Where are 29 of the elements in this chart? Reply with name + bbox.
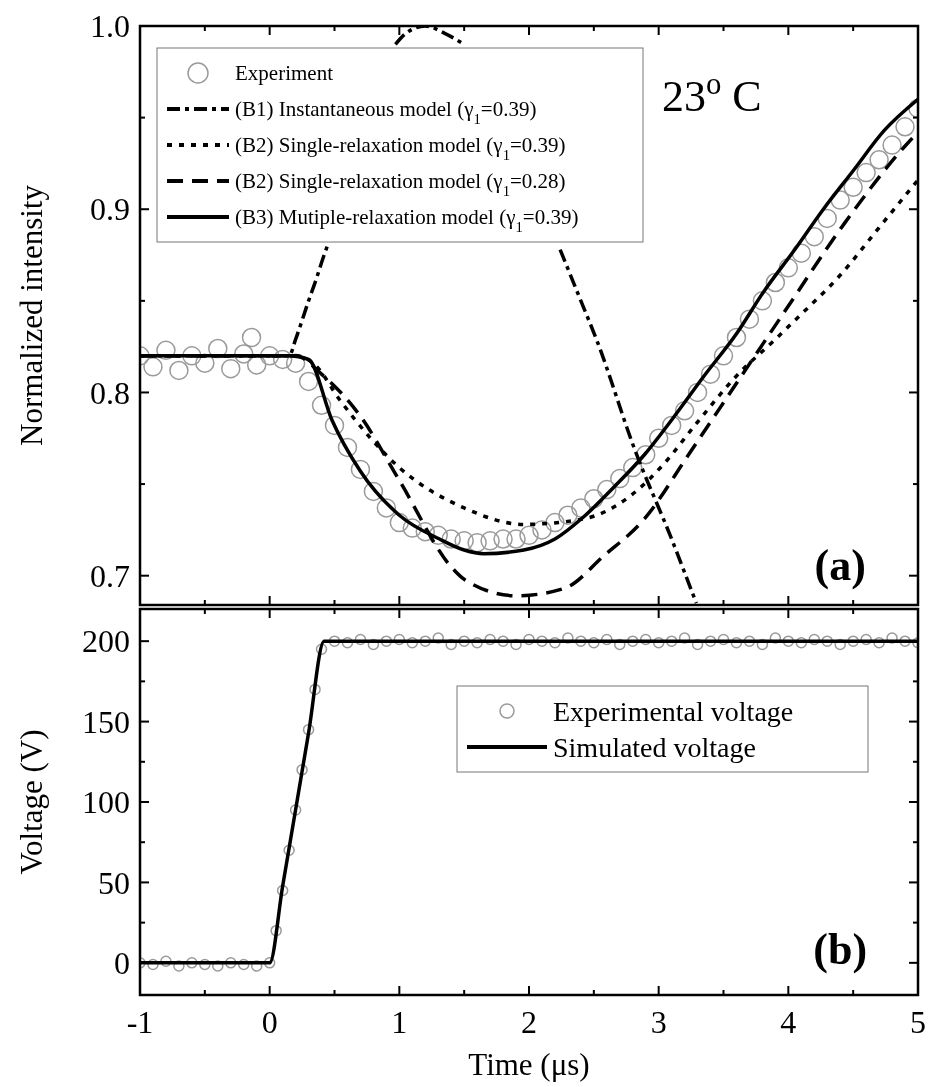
annotation: (b) bbox=[813, 925, 868, 975]
y-axis-title: Normalized intensity bbox=[14, 184, 49, 446]
x-tick-label: -1 bbox=[126, 1004, 154, 1040]
x-tick-label: 4 bbox=[780, 1004, 797, 1040]
y-tick-label: 0.8 bbox=[90, 374, 130, 411]
y-tick-label: 50 bbox=[98, 864, 130, 901]
y-tick-label: 100 bbox=[82, 784, 130, 821]
x-tick-label: 2 bbox=[521, 1004, 537, 1040]
annotation: 23$^{o}$ C bbox=[661, 66, 762, 121]
legend-label: Experiment bbox=[235, 61, 334, 86]
y-axis-title: Voltage (V) bbox=[14, 729, 49, 875]
x-tick-label: 0 bbox=[261, 1004, 278, 1040]
y-tick-label: 0.7 bbox=[90, 557, 130, 594]
legend-label: Simulated voltage bbox=[553, 731, 756, 763]
y-tick-label: 200 bbox=[82, 623, 130, 660]
y-tick-label: 1.0 bbox=[90, 8, 130, 45]
y-tick-label: 150 bbox=[82, 703, 130, 740]
legend-label: (B3) Mutiple-relaxation model (γ$_{1}$=0.39) bbox=[235, 205, 579, 236]
legend-label: Experimental voltage bbox=[553, 695, 794, 727]
legend-label: (B2) Single-relaxation model (γ$_{1}$=0.39) bbox=[235, 133, 566, 164]
x-tick-label: 5 bbox=[910, 1004, 926, 1040]
x-tick-label: 1 bbox=[391, 1004, 408, 1040]
x-axis-title: Time (μs) bbox=[468, 1047, 590, 1082]
y-tick-label: 0 bbox=[114, 945, 130, 982]
legend-label: (B2) Single-relaxation model (γ$_{1}$=0.28) bbox=[235, 169, 566, 200]
x-tick-label: 3 bbox=[650, 1004, 667, 1040]
legend-label: (B1) Instantaneous model (γ$_{1}$=0.39) bbox=[235, 97, 537, 128]
annotation: (a) bbox=[814, 540, 866, 590]
y-tick-label: 0.9 bbox=[90, 191, 130, 228]
